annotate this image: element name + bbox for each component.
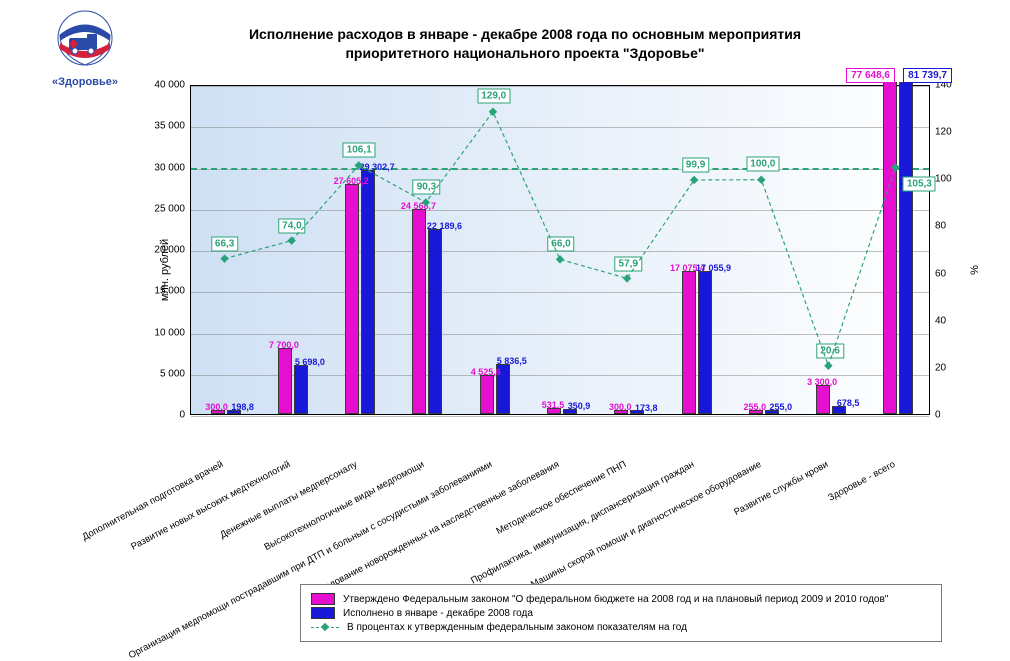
- bar-value: 5 698,0: [295, 357, 325, 367]
- bar-executed: [899, 82, 913, 414]
- bar-value: 531,5: [542, 400, 565, 410]
- pct-label: 106,1: [343, 142, 376, 157]
- legend-item: Исполнено в январе - декабре 2008 года: [311, 607, 931, 619]
- bar-approved: [345, 184, 359, 414]
- x-axis-label: Здоровье - всего: [827, 459, 898, 504]
- y-left-tick: 5 000: [110, 368, 185, 379]
- bar-approved: [278, 348, 292, 414]
- y-left-tick: 35 000: [110, 121, 185, 132]
- overflow-value: 77 648,6: [846, 68, 895, 83]
- legend-swatch-icon: [311, 607, 335, 619]
- y-right-tick: 20: [935, 362, 980, 373]
- pct-label: 20,6: [816, 344, 843, 359]
- bar-value: 350,9: [568, 401, 591, 411]
- legend-item: Утверждено Федеральным законом "О федера…: [311, 593, 931, 605]
- y-right-tick: 120: [935, 127, 980, 138]
- bar-approved: [412, 209, 426, 414]
- bar-value: 3 300,0: [807, 377, 837, 387]
- pct-label: 57,9: [615, 256, 642, 271]
- bar-value: 300,0: [609, 402, 632, 412]
- bar-value: 17 055,9: [696, 263, 731, 273]
- y-right-tick: 60: [935, 268, 980, 279]
- bar-approved: [480, 375, 494, 414]
- pct-label: 74,0: [278, 218, 305, 233]
- bar-executed: [698, 271, 712, 414]
- pct-label: 100,0: [746, 157, 779, 172]
- pct-label: 90,3: [413, 180, 440, 195]
- legend: Утверждено Федеральным законом "О федера…: [300, 584, 942, 642]
- y-right-tick: 80: [935, 221, 980, 232]
- logo: «Здоровье»: [30, 10, 140, 88]
- bar-value: 27 605,2: [334, 176, 369, 186]
- bar-value: 255,0: [744, 402, 767, 412]
- x-axis-label: Обследование новорожденных на наследстве…: [303, 459, 561, 603]
- chart: млн. рублей % 300,0198,866,37 700,05 698…: [110, 85, 980, 455]
- y-right-tick: 40: [935, 315, 980, 326]
- bar-executed: [428, 229, 442, 414]
- bar-value: 5 836,5: [497, 356, 527, 366]
- pct-label: 66,3: [211, 236, 238, 251]
- bar-value: 300,0: [205, 402, 228, 412]
- pct-label: 129,0: [477, 88, 510, 103]
- ambulance-shield-icon: [43, 10, 127, 74]
- plot-area: 300,0198,866,37 700,05 698,074,027 605,2…: [190, 85, 930, 415]
- legend-item: В процентах к утвержденным федеральным з…: [311, 621, 931, 633]
- y-right-tick: 0: [935, 410, 980, 421]
- bar-value: 198,8: [231, 402, 254, 412]
- pct-label: 99,9: [682, 157, 709, 172]
- y-left-tick: 10 000: [110, 327, 185, 338]
- legend-line-icon: [311, 621, 339, 633]
- bar-value: 24 568,7: [401, 201, 436, 211]
- bar-approved: [816, 385, 830, 414]
- x-axis-label: Машины скорой помощи и диагностическое о…: [529, 459, 763, 590]
- bar-value: 22 189,6: [427, 221, 462, 231]
- bar-approved: [883, 82, 897, 414]
- y-left-tick: 15 000: [110, 286, 185, 297]
- bar-value: 678,5: [837, 398, 860, 408]
- pct-label: 66,0: [547, 237, 574, 252]
- x-axis-labels: Дополнительная подготовка врачейРазвитие…: [110, 455, 980, 595]
- overflow-value: 81 739,7: [903, 68, 952, 83]
- page: «Здоровье» Исполнение расходов в январе …: [0, 0, 1010, 650]
- x-axis-label: Методическое обеспечение ПНП: [495, 459, 629, 537]
- pct-label: 105,3: [903, 176, 936, 191]
- y-right-tick: 100: [935, 174, 980, 185]
- bar-value: 173,8: [635, 403, 658, 413]
- bar-executed: [361, 170, 375, 414]
- y-left-tick: 25 000: [110, 203, 185, 214]
- bar-executed: [294, 365, 308, 414]
- bar-value: 29 302,7: [360, 162, 395, 172]
- bar-value: 255,0: [770, 402, 793, 412]
- y-left-tick: 0: [110, 410, 185, 421]
- y-left-tick: 20 000: [110, 245, 185, 256]
- legend-swatch-icon: [311, 593, 335, 605]
- y-left-tick: 30 000: [110, 162, 185, 173]
- bar-approved: [682, 271, 696, 414]
- y-left-tick: 40 000: [110, 80, 185, 91]
- chart-title: Исполнение расходов в январе - декабре 2…: [200, 25, 850, 63]
- bar-value: 7 700,0: [269, 340, 299, 350]
- bar-value: 4 525,6: [471, 367, 501, 377]
